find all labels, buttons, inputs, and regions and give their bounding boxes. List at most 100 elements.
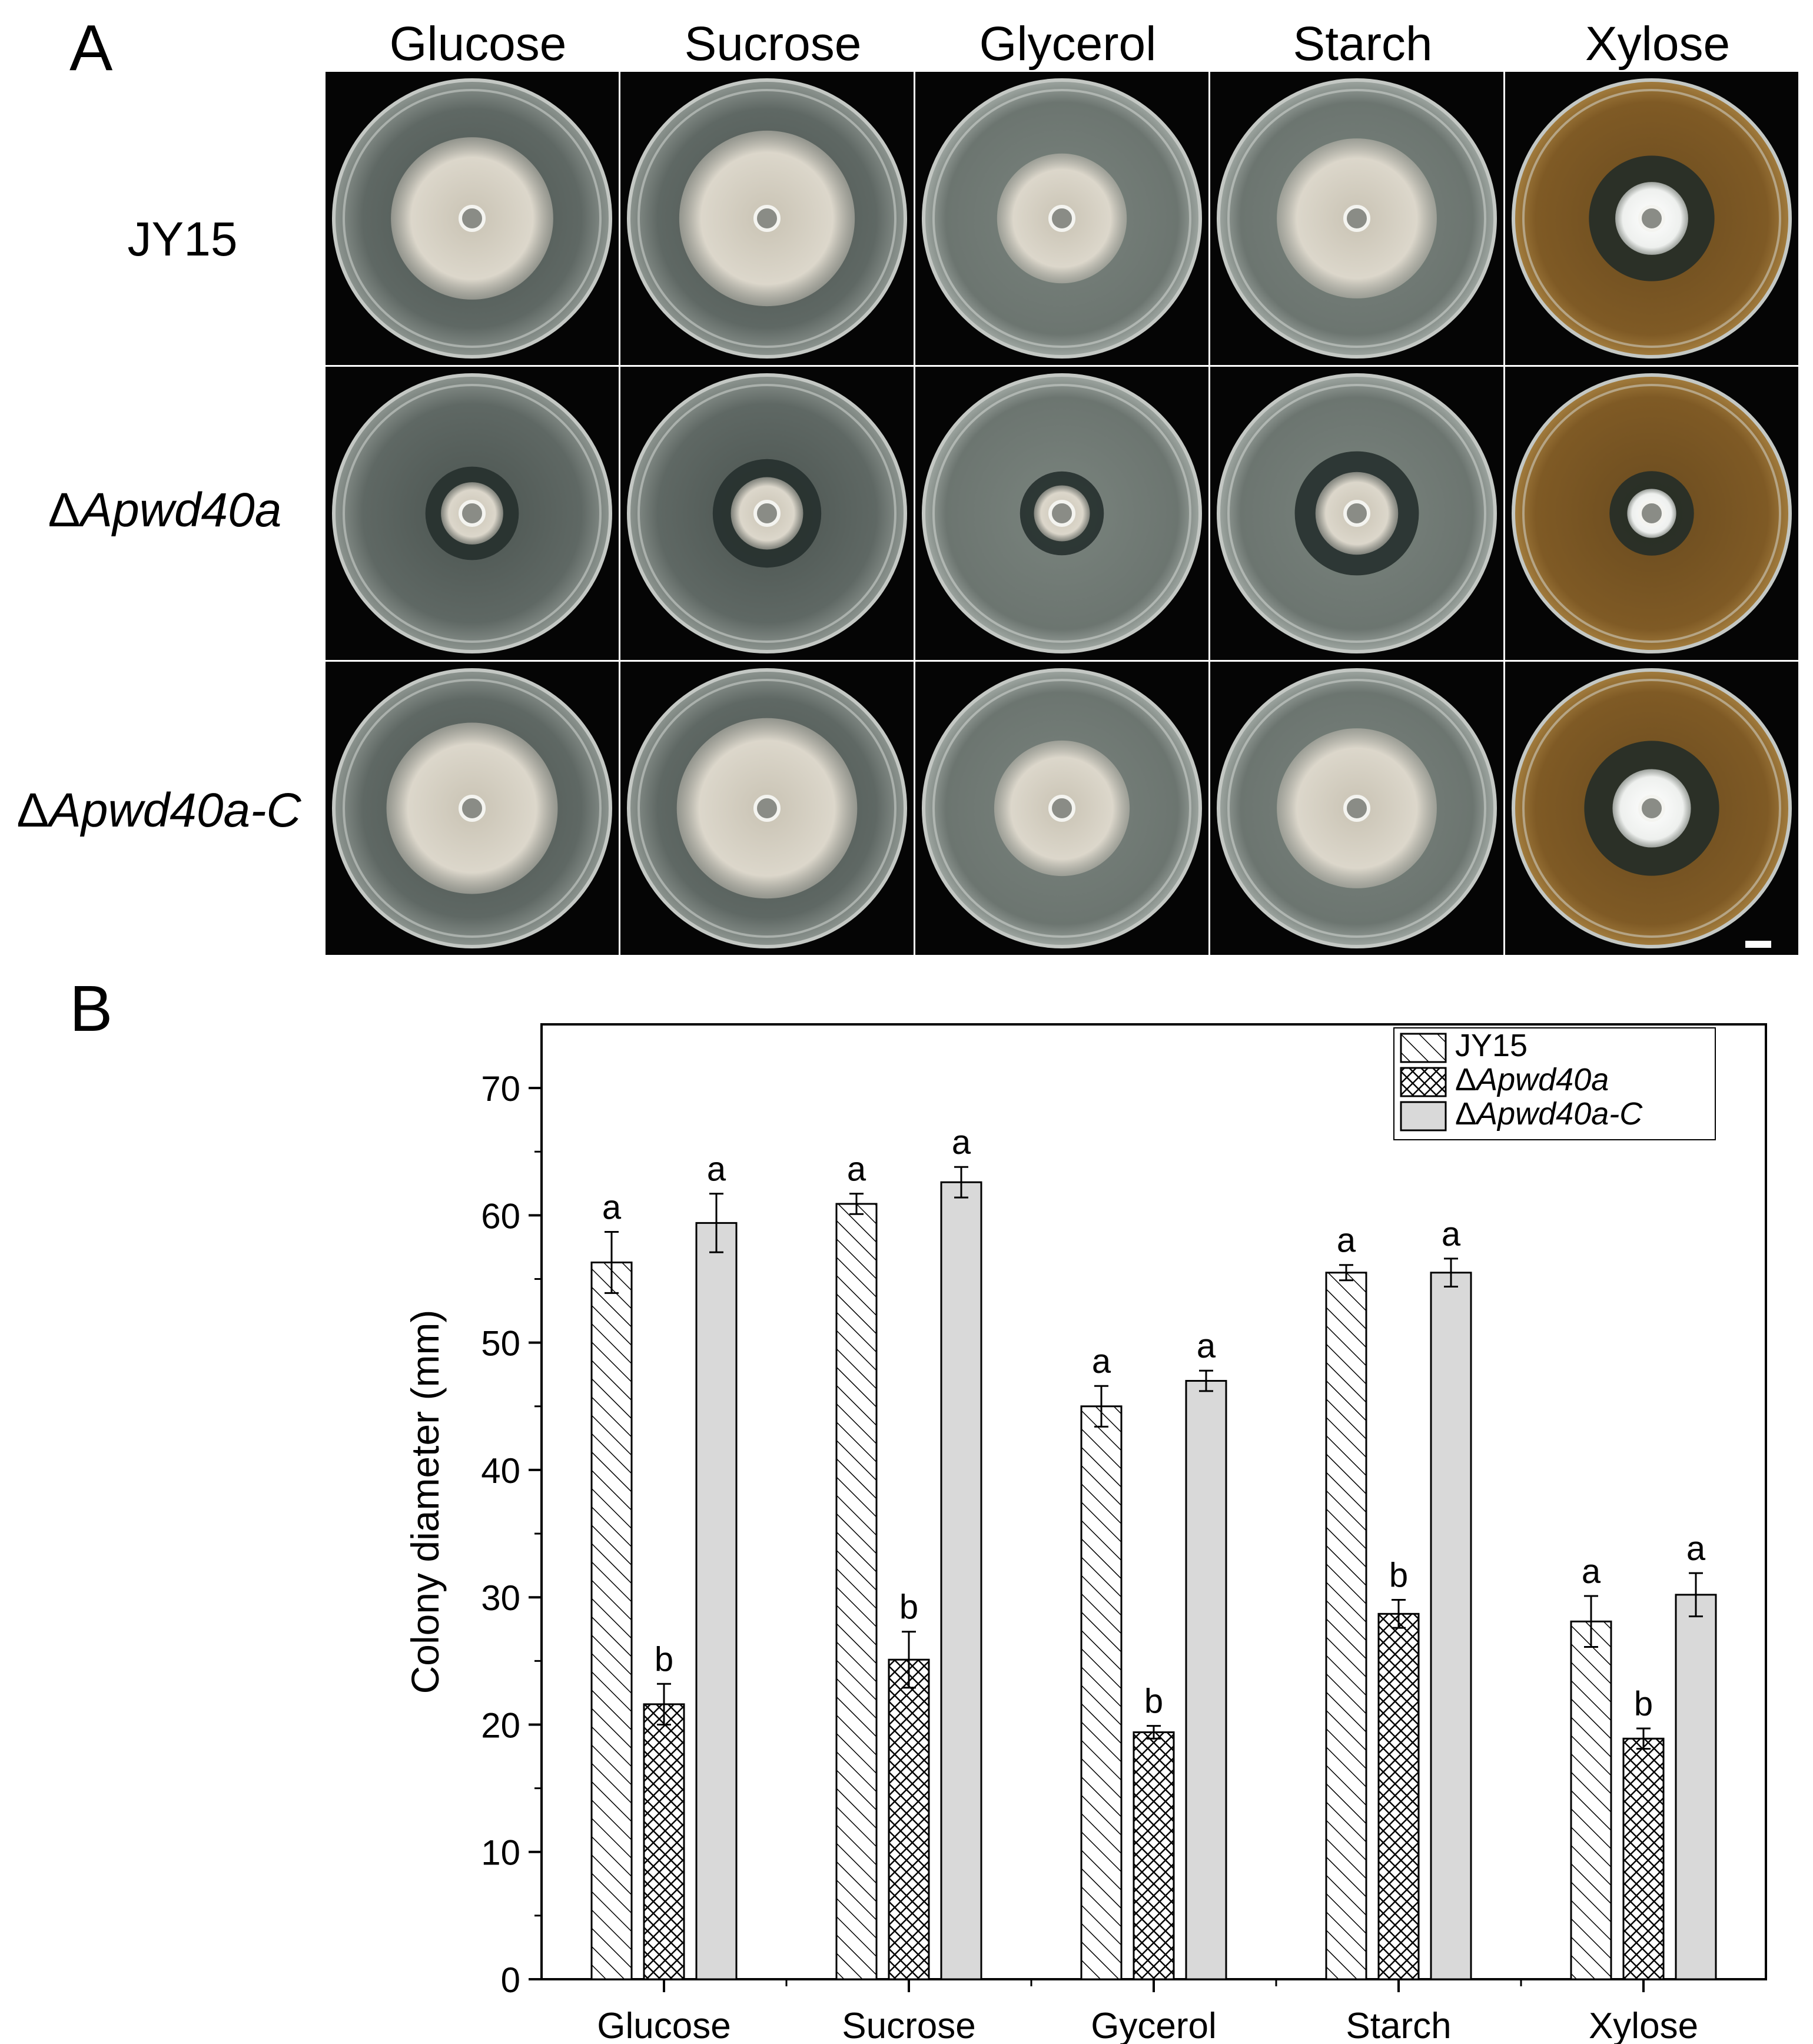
bar-starch-series-2 <box>1430 1272 1472 1980</box>
row-label-apwd40a-prefix: Δ <box>48 483 81 537</box>
significance-letter: a <box>707 1150 726 1189</box>
row-label-apwd40a-text: Apwd40a <box>80 483 282 537</box>
bar-sucrose-series-0 <box>835 1203 878 1980</box>
significance-letter: a <box>602 1189 622 1227</box>
row-label-apwd40a: ΔApwd40a <box>6 483 324 538</box>
bar-sucrose-series-1 <box>888 1658 930 1980</box>
error-bar <box>954 1166 968 1199</box>
bar-glucose-series-0 <box>590 1261 633 1980</box>
plate-jy15-glucose <box>326 72 619 365</box>
x-tick-label-gycerol: Gycerol <box>1091 2006 1217 2044</box>
significance-letter: b <box>655 1640 673 1678</box>
row-label-apwd40a-c-prefix: Δ <box>16 784 49 837</box>
error-bar <box>605 1231 619 1294</box>
plot-frame <box>540 1023 1767 1980</box>
significance-letter: b <box>899 1588 918 1627</box>
significance-letter: a <box>1092 1342 1111 1381</box>
plate-apwd40a-c-sucrose <box>620 662 914 955</box>
error-bar <box>1584 1595 1598 1648</box>
error-bar <box>849 1193 864 1215</box>
y-tick-label: 70 <box>481 1069 520 1109</box>
plate-jy15-glycerol <box>915 72 1208 365</box>
significance-letter: a <box>1582 1552 1601 1591</box>
column-label-starch: Starch <box>1293 17 1433 71</box>
y-tick-label: 10 <box>481 1833 520 1873</box>
significance-letter: a <box>952 1123 971 1162</box>
legend-swatch-1 <box>1400 1067 1447 1097</box>
bar-glucose-series-1 <box>643 1703 685 1980</box>
panel-b-letter: B <box>69 973 113 1045</box>
bar-xylose-series-2 <box>1675 1594 1717 1980</box>
column-label-glycerol: Glycerol <box>979 17 1157 71</box>
panel-a-letter: A <box>69 12 113 84</box>
plate-apwd40a-sucrose <box>620 367 914 660</box>
error-bar <box>1392 1599 1406 1629</box>
y-tick-label: 20 <box>481 1705 520 1745</box>
error-bar <box>709 1193 723 1253</box>
error-bar <box>1444 1257 1458 1288</box>
y-axis-label: Colony diameter (mm) <box>403 1310 447 1694</box>
legend-label-0: JY15 <box>1455 1028 1528 1063</box>
error-bar <box>1147 1725 1161 1740</box>
y-tick-label: 0 <box>501 1960 520 2000</box>
plate-apwd40a-c-starch <box>1210 662 1503 955</box>
scale-bar <box>1745 941 1771 948</box>
row-label-jy15: JY15 <box>24 212 341 267</box>
error-bar <box>902 1631 916 1689</box>
significance-letter: a <box>1337 1222 1356 1260</box>
legend-swatch-2 <box>1400 1101 1447 1132</box>
legend-swatch-0 <box>1400 1033 1447 1063</box>
error-bar <box>657 1683 671 1726</box>
significance-letter: a <box>1442 1215 1461 1253</box>
plate-apwd40a-glycerol <box>915 367 1208 660</box>
plate-apwd40a-starch <box>1210 367 1503 660</box>
bar-starch-series-0 <box>1325 1272 1367 1980</box>
error-bar <box>1689 1572 1703 1618</box>
y-tick-label: 40 <box>481 1451 520 1491</box>
plate-apwd40a-c-glucose <box>326 662 619 955</box>
plate-jy15-starch <box>1210 72 1503 365</box>
legend-label-2: ΔApwd40a-C <box>1455 1096 1643 1132</box>
x-tick-label-starch: Starch <box>1346 2006 1451 2044</box>
significance-letter: a <box>1686 1529 1706 1568</box>
x-tick-label-glucose: Glucose <box>597 2006 730 2044</box>
y-tick-label: 30 <box>481 1578 520 1618</box>
row-label-jy15-text: JY15 <box>127 213 238 266</box>
legend-label-1: ΔApwd40a <box>1455 1062 1609 1097</box>
significance-letter: b <box>1389 1557 1408 1595</box>
column-label-glucose: Glucose <box>389 17 567 71</box>
error-bar <box>1094 1385 1108 1428</box>
error-bar <box>1199 1369 1213 1392</box>
plate-apwd40a-c-xylose <box>1505 662 1798 955</box>
bar-glucose-series-2 <box>695 1222 738 1980</box>
row-label-apwd40a-c-text: Apwd40a-C <box>49 784 301 837</box>
column-label-sucrose: Sucrose <box>684 17 862 71</box>
significance-letter: b <box>1144 1683 1163 1721</box>
bar-gycerol-series-0 <box>1080 1405 1123 1980</box>
row-label-apwd40a-c: ΔApwd40a-C <box>0 783 318 838</box>
x-tick-label-xylose: Xylose <box>1589 2006 1698 2044</box>
bar-starch-series-1 <box>1377 1612 1420 1980</box>
bar-xylose-series-1 <box>1622 1737 1665 1980</box>
error-bar <box>1636 1727 1651 1750</box>
bar-gycerol-series-2 <box>1185 1380 1227 1980</box>
petri-plate-grid <box>326 72 1798 957</box>
error-bar <box>1339 1264 1353 1282</box>
plate-apwd40a-c-glycerol <box>915 662 1208 955</box>
significance-letter: a <box>1197 1327 1216 1365</box>
plate-jy15-xylose <box>1505 72 1798 365</box>
plate-apwd40a-xylose <box>1505 367 1798 660</box>
plate-jy15-sucrose <box>620 72 914 365</box>
x-tick-label-sucrose: Sucrose <box>842 2006 975 2044</box>
y-tick-label: 50 <box>481 1324 520 1363</box>
bar-xylose-series-0 <box>1570 1620 1612 1980</box>
y-tick-label: 60 <box>481 1196 520 1236</box>
column-label-xylose: Xylose <box>1585 17 1731 71</box>
legend-box <box>1393 1027 1716 1140</box>
significance-letter: a <box>847 1150 866 1189</box>
plate-apwd40a-glucose <box>326 367 619 660</box>
significance-letter: b <box>1634 1685 1653 1723</box>
bar-sucrose-series-2 <box>940 1181 982 1980</box>
bar-gycerol-series-1 <box>1133 1731 1175 1980</box>
